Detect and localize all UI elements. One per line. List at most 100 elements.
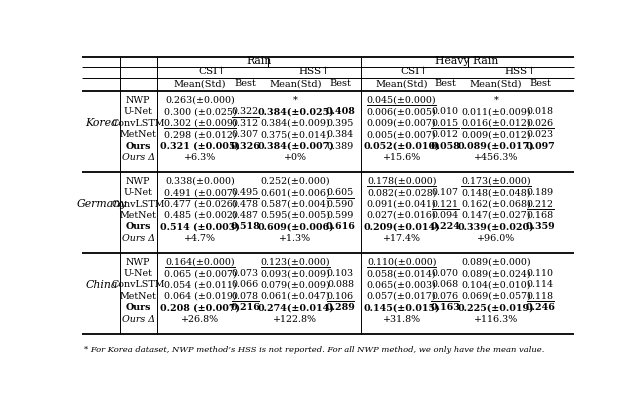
Text: 0.209(±0.014): 0.209(±0.014) [364,223,440,231]
Text: HSS↑: HSS↑ [505,67,536,77]
Text: 0.601(±0.006): 0.601(±0.006) [260,188,330,197]
Text: 0.216: 0.216 [230,303,260,312]
Text: 0.097: 0.097 [525,142,556,150]
Text: 0.104(±0.010): 0.104(±0.010) [461,280,531,290]
Text: Ours Δ: Ours Δ [122,315,155,324]
Text: 0.088: 0.088 [327,280,354,290]
Text: +31.8%: +31.8% [383,315,420,324]
Text: 0.023: 0.023 [527,130,554,139]
Text: 0.058(±0.014): 0.058(±0.014) [367,269,436,278]
Text: 0.005(±0.007): 0.005(±0.007) [367,130,436,139]
Text: 0.338(±0.000): 0.338(±0.000) [165,177,235,186]
Text: 0.052(±0.010): 0.052(±0.010) [364,142,440,150]
Text: 0.263(±0.000): 0.263(±0.000) [165,96,235,105]
Text: 0.389: 0.389 [327,142,354,150]
Text: 0.384(±0.009): 0.384(±0.009) [260,119,330,128]
Text: 0.208 (±0.007): 0.208 (±0.007) [160,303,240,312]
Text: 0.068: 0.068 [431,280,459,290]
Text: 0.252(±0.000): 0.252(±0.000) [260,177,330,186]
Text: HSS↑: HSS↑ [298,67,330,77]
Text: Best: Best [330,79,351,88]
Text: 0.298 (±0.012): 0.298 (±0.012) [164,130,236,139]
Text: 0.587(±0.004): 0.587(±0.004) [260,200,330,209]
Text: ConvLSTM: ConvLSTM [111,200,165,209]
Text: 0.384(±0.007): 0.384(±0.007) [257,142,334,150]
Text: MetNet: MetNet [120,130,157,139]
Text: 0.514 (±0.003): 0.514 (±0.003) [160,223,240,231]
Text: 0.375(±0.014): 0.375(±0.014) [260,130,330,139]
Text: 0.121: 0.121 [431,200,458,209]
Text: ConvLSTM: ConvLSTM [111,119,165,128]
Text: +17.4%: +17.4% [383,234,420,243]
Text: 0.118: 0.118 [527,292,554,301]
Text: 0.089(±0.000): 0.089(±0.000) [461,258,531,267]
Text: 0.395: 0.395 [326,119,354,128]
Text: +116.3%: +116.3% [474,315,518,324]
Text: 0.321 (±0.005): 0.321 (±0.005) [160,142,240,150]
Text: 0.148(±0.048): 0.148(±0.048) [461,188,531,197]
Text: 0.070: 0.070 [431,269,458,278]
Text: 0.162(±0.068): 0.162(±0.068) [461,200,531,209]
Text: MetNet: MetNet [120,292,157,301]
Text: 0.123(±0.000): 0.123(±0.000) [260,258,330,267]
Text: 0.082(±0.028): 0.082(±0.028) [367,188,436,197]
Text: 0.485 (±0.002): 0.485 (±0.002) [164,211,236,220]
Text: 0.110: 0.110 [527,269,554,278]
Text: 0.595(±0.005): 0.595(±0.005) [260,211,330,220]
Text: 0.326: 0.326 [230,142,260,150]
Text: U-Net: U-Net [124,107,152,116]
Text: ConvLSTM: ConvLSTM [111,280,165,290]
Text: MetNet: MetNet [120,211,157,220]
Text: 0.006(±0.005): 0.006(±0.005) [367,107,436,116]
Text: 0.274(±0.014): 0.274(±0.014) [257,303,334,312]
Text: 0.094: 0.094 [431,211,459,220]
Text: 0.300 (±0.025): 0.300 (±0.025) [164,107,237,116]
Text: 0.147(±0.027): 0.147(±0.027) [461,211,531,220]
Text: U-Net: U-Net [124,269,152,278]
Text: NWP: NWP [126,177,150,186]
Text: China: China [86,280,118,290]
Text: Heavy Rain: Heavy Rain [435,56,499,66]
Text: 0.065(±0.003): 0.065(±0.003) [367,280,436,290]
Text: 0.164(±0.000): 0.164(±0.000) [165,258,235,267]
Text: 0.073: 0.073 [232,269,259,278]
Text: 0.590: 0.590 [327,200,354,209]
Text: 0.487: 0.487 [232,211,259,220]
Text: 0.163: 0.163 [430,303,460,312]
Text: CSI↑: CSI↑ [198,67,226,77]
Text: 0.384(±0.025): 0.384(±0.025) [257,107,334,116]
Text: 0.016(±0.012): 0.016(±0.012) [461,119,531,128]
Text: 0.384: 0.384 [327,130,354,139]
Text: 0.246: 0.246 [525,303,556,312]
Text: *: * [493,96,499,105]
Text: 0.145(±0.015): 0.145(±0.015) [364,303,440,312]
Text: 0.322: 0.322 [232,107,259,116]
Text: +122.8%: +122.8% [273,315,317,324]
Text: Best: Best [434,79,456,88]
Text: 0.015: 0.015 [431,119,459,128]
Text: 0.307: 0.307 [232,130,259,139]
Text: 0.078: 0.078 [232,292,259,301]
Text: 0.027(±0.016): 0.027(±0.016) [367,211,436,220]
Text: Ours: Ours [125,142,151,150]
Text: 0.076: 0.076 [431,292,459,301]
Text: 0.616: 0.616 [326,223,355,231]
Text: 0.477 (±0.026): 0.477 (±0.026) [164,200,236,209]
Text: 0.009(±0.007): 0.009(±0.007) [367,119,436,128]
Text: 0.106: 0.106 [327,292,354,301]
Text: 0.069(±0.057): 0.069(±0.057) [461,292,531,301]
Text: 0.054 (±0.011): 0.054 (±0.011) [164,280,236,290]
Text: 0.058: 0.058 [430,142,460,150]
Text: +6.3%: +6.3% [184,153,216,162]
Text: 0.061(±0.047): 0.061(±0.047) [260,292,330,301]
Text: +0%: +0% [284,153,307,162]
Text: 0.173(±0.000): 0.173(±0.000) [461,177,531,186]
Text: 0.609(±0.006): 0.609(±0.006) [257,223,334,231]
Text: 0.089(±0.024): 0.089(±0.024) [461,269,531,278]
Text: 0.339(±0.020): 0.339(±0.020) [458,223,534,231]
Text: +4.7%: +4.7% [184,234,216,243]
Text: 0.009(±0.012): 0.009(±0.012) [461,130,531,139]
Text: +96.0%: +96.0% [477,234,515,243]
Text: 0.093(±0.009): 0.093(±0.009) [260,269,330,278]
Text: 0.057(±0.017): 0.057(±0.017) [367,292,436,301]
